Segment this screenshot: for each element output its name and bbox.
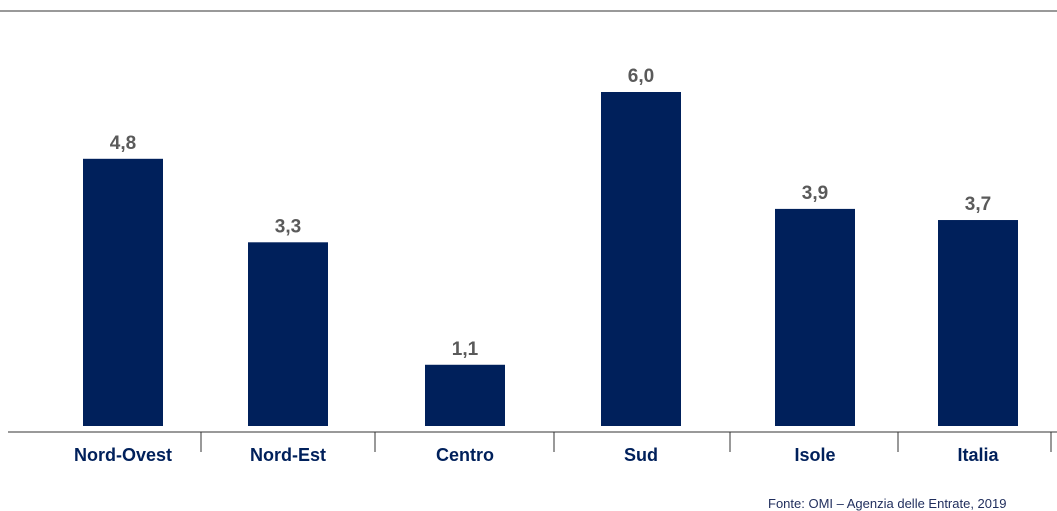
category-label: Nord-Est xyxy=(250,445,326,465)
bar-italia xyxy=(938,220,1018,426)
category-label: Sud xyxy=(624,445,658,465)
category-label: Italia xyxy=(957,445,999,465)
category-labels-group: Nord-Ovest Nord-Est Centro Sud Isole Italia xyxy=(74,445,1000,465)
value-label: 4,8 xyxy=(110,133,136,154)
value-labels-group: 4,8 3,3 1,1 6,0 3,9 3,7 xyxy=(110,66,991,360)
category-label: Centro xyxy=(436,445,494,465)
bar-isole xyxy=(775,208,855,426)
value-label: 6,0 xyxy=(628,66,654,87)
value-label: 3,3 xyxy=(275,216,301,237)
category-label: Nord-Ovest xyxy=(74,445,172,465)
bar-nord-ovest xyxy=(83,158,163,427)
bar-sud xyxy=(601,92,681,426)
category-label: Isole xyxy=(794,445,835,465)
bars-group xyxy=(83,92,1018,427)
value-label: 3,9 xyxy=(802,183,828,204)
value-label: 1,1 xyxy=(452,339,479,360)
bar-centro xyxy=(425,364,505,426)
x-axis-ticks xyxy=(200,432,1052,452)
source-note: Fonte: OMI – Agenzia delle Entrate, 2019 xyxy=(768,496,1007,511)
bar-nord-est xyxy=(248,242,328,426)
value-label: 3,7 xyxy=(965,194,991,215)
